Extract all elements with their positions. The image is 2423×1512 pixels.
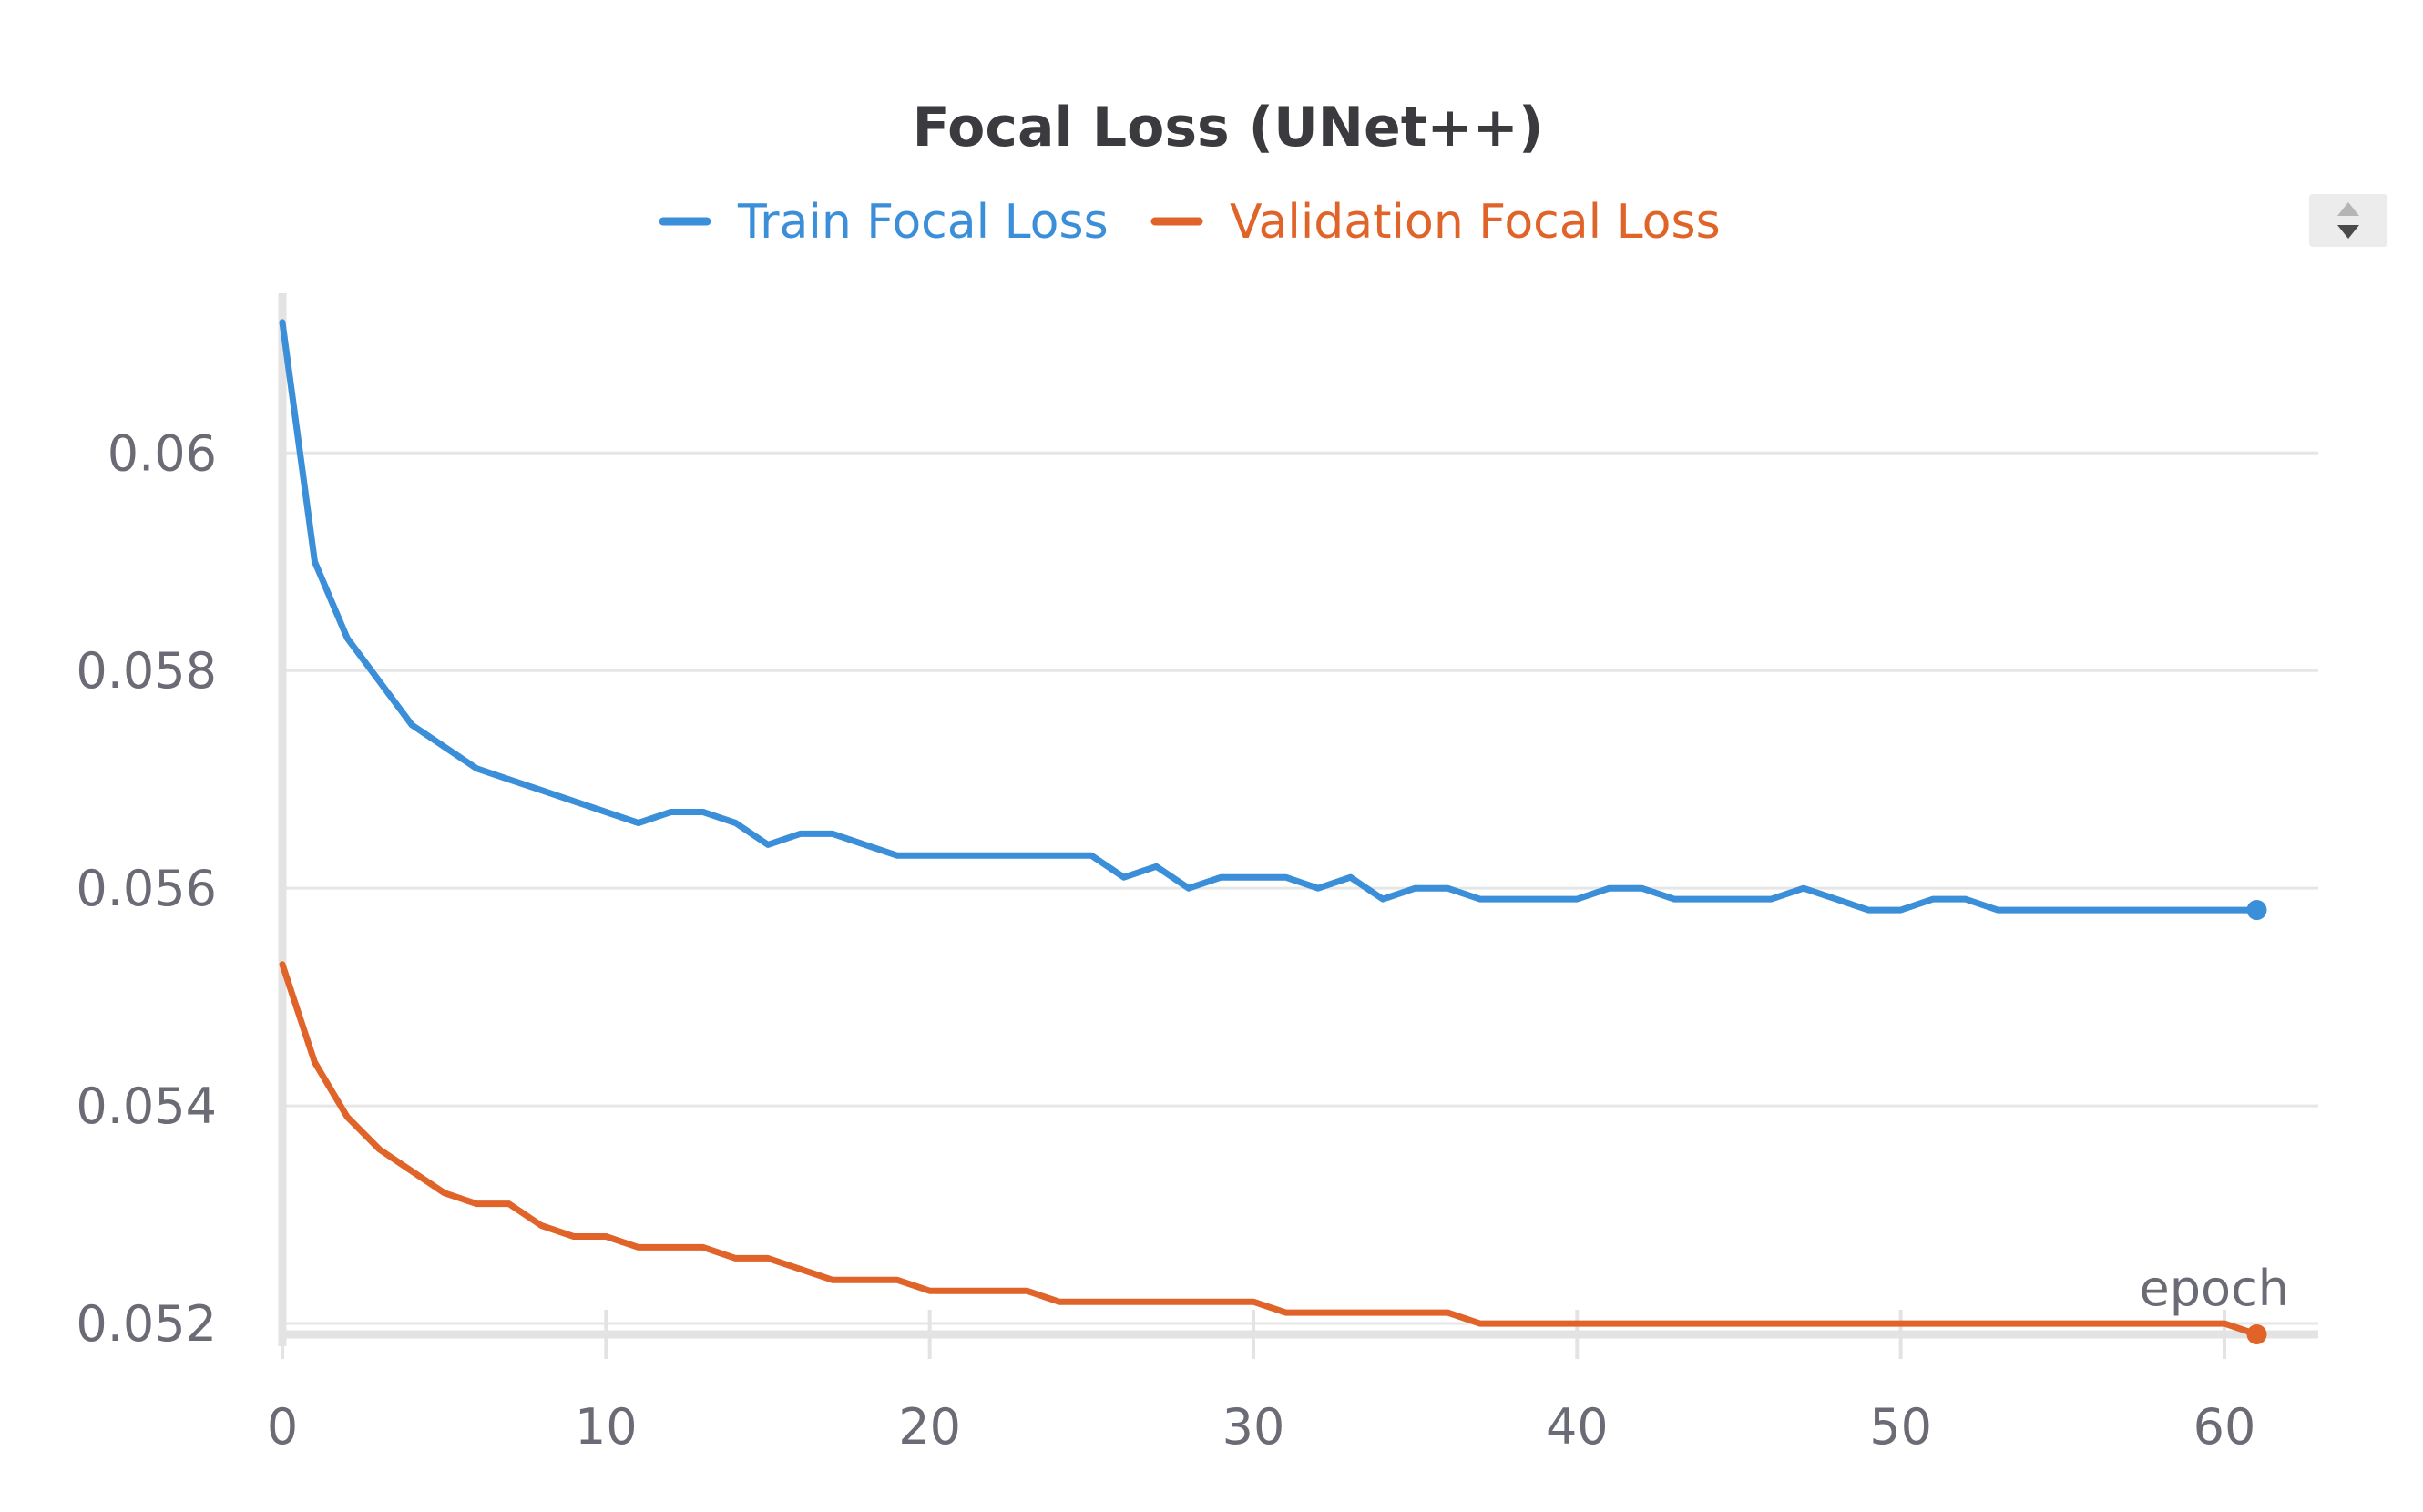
legend-sort-toggle[interactable] (2309, 194, 2387, 247)
x-axis-label: epoch (2140, 1260, 2289, 1317)
y-tick-label: 0.06 (107, 424, 217, 482)
y-tick-label: 0.056 (76, 860, 217, 917)
x-tick-label: 50 (1869, 1398, 1932, 1456)
x-tick-label: 10 (575, 1398, 638, 1456)
series-line (279, 961, 2260, 1338)
y-tick-label: 0.052 (76, 1295, 217, 1353)
tick-labels: 0.052 0.054 0.056 0.058 0.06 0 10 20 30 40 50 60 (76, 424, 2255, 1456)
x-tick-label: 20 (898, 1398, 961, 1456)
chart-legend: Train Focal Loss Validation Focal Loss (659, 195, 1721, 250)
y-tick-label: 0.054 (76, 1078, 217, 1135)
x-tick-label: 40 (1546, 1398, 1609, 1456)
series-line (279, 319, 2260, 914)
series-end-marker (2246, 1324, 2267, 1344)
series-end-marker (2246, 900, 2267, 921)
x-tick-label: 60 (2193, 1398, 2256, 1456)
plot-series (279, 319, 2267, 1344)
legend-label: Validation Focal Loss (1230, 195, 1721, 250)
chart-axes (278, 293, 2318, 1359)
x-tick-label: 0 (267, 1398, 298, 1456)
y-tick-label: 0.058 (76, 642, 217, 700)
grid-lines (282, 451, 2318, 1325)
x-tick-label: 30 (1222, 1398, 1285, 1456)
sort-up-down-icon (2337, 202, 2359, 239)
legend-label: Train Focal Loss (737, 195, 1109, 250)
chart-title: Focal Loss (UNet++) (913, 96, 1544, 159)
